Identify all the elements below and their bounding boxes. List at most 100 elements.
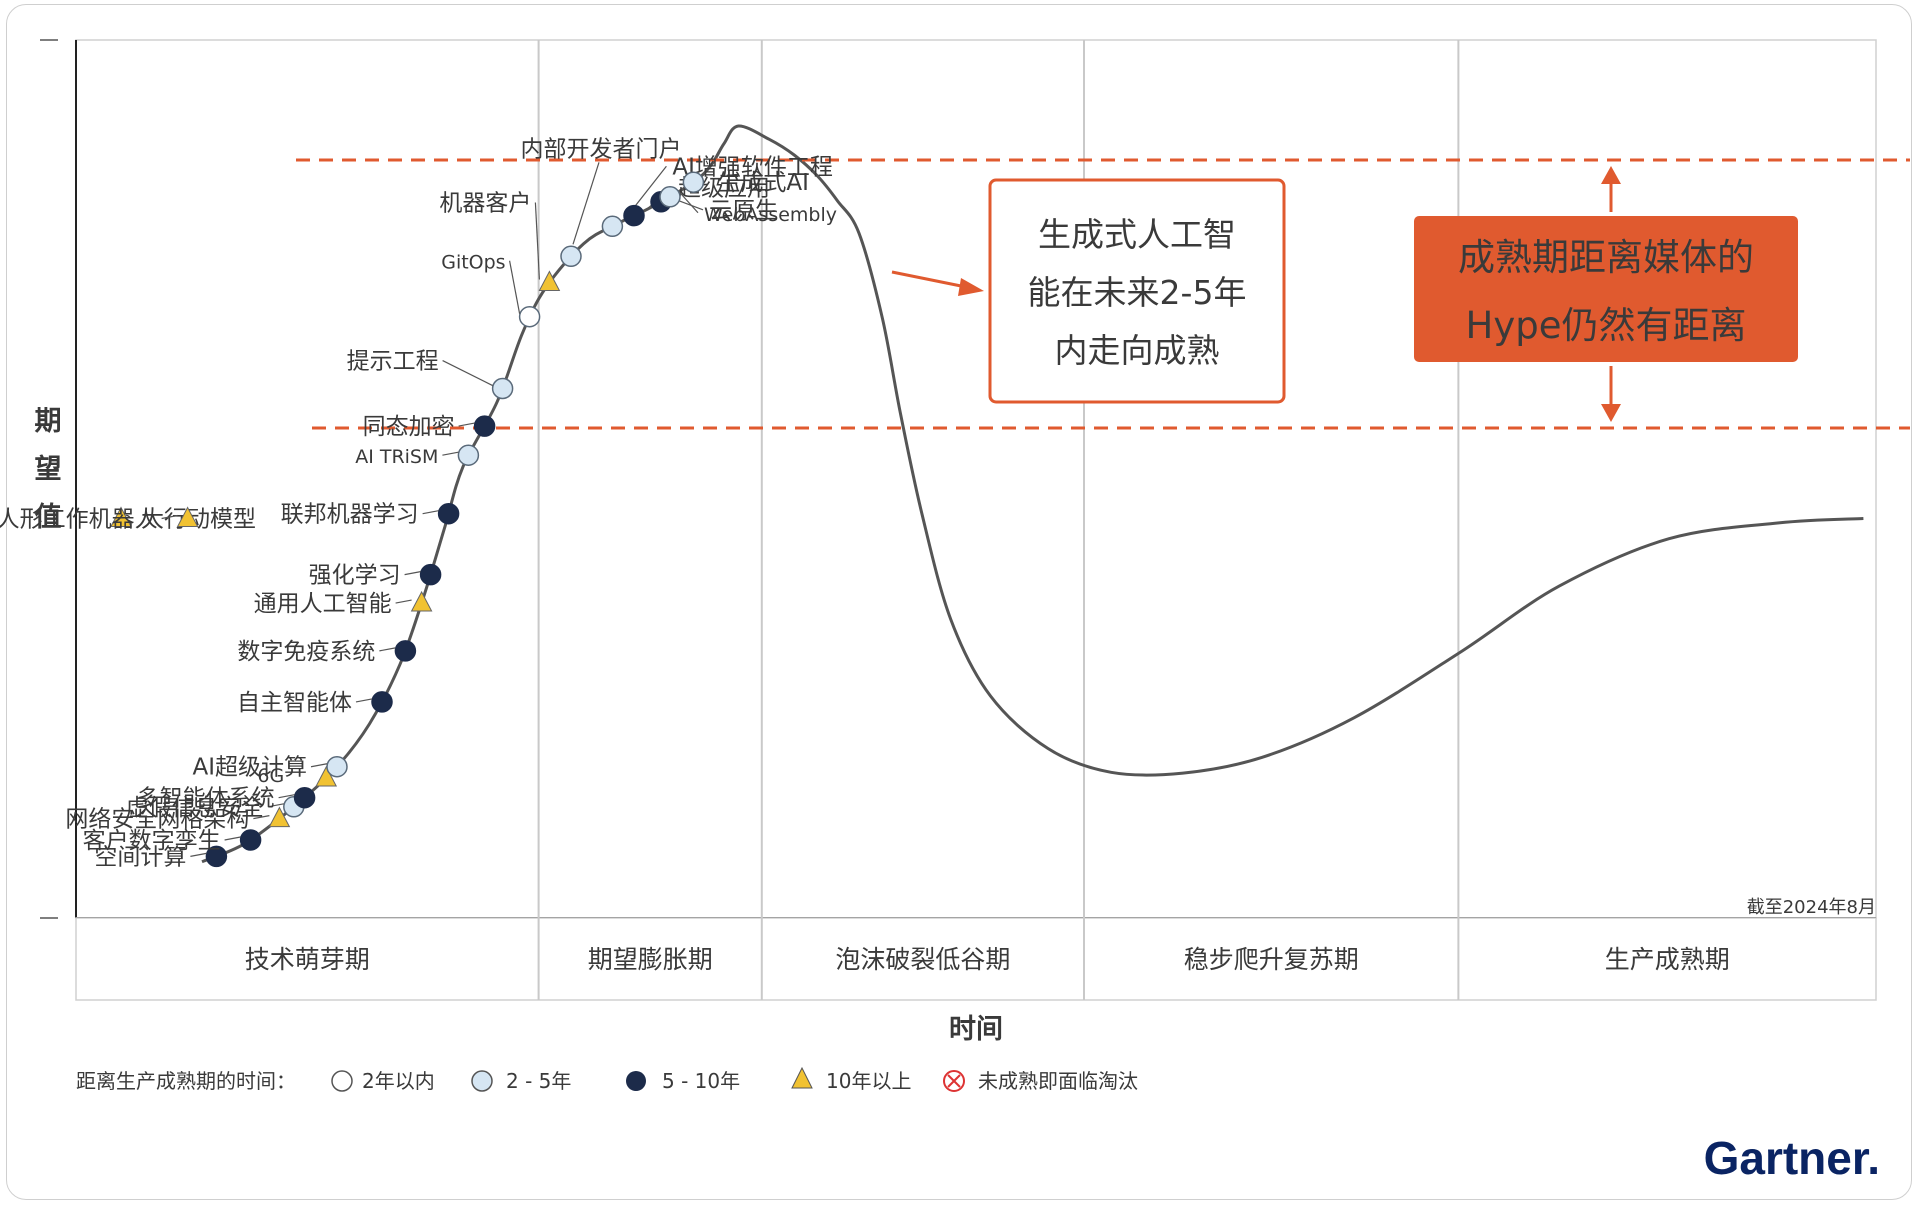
gartner-logo: Gartner. xyxy=(1704,1132,1880,1184)
plot-area xyxy=(75,39,1877,919)
y-axis-label-char-2: 望 xyxy=(35,454,62,485)
tech-label: 通用人工智能 xyxy=(254,591,392,617)
annotation-genai-arrow-shaft xyxy=(891,270,967,289)
tech-leader-line xyxy=(278,794,295,799)
tech-marker xyxy=(315,765,338,787)
legend-label-5-10: 5 - 10年 xyxy=(662,1069,740,1093)
tech-label: 虚假信息安全 xyxy=(126,795,264,821)
tech-label: 大行动模型 xyxy=(141,507,256,533)
tech-leader-line xyxy=(310,763,328,768)
legend-marker-lt2 xyxy=(331,1070,353,1092)
legend-label-gt10: 10年以上 xyxy=(826,1069,911,1093)
tech-label: 人形工作机器人 xyxy=(0,507,158,533)
tech-label: 强化学习 xyxy=(309,563,401,589)
tech-leader-line xyxy=(442,359,493,387)
annotation-genai-box xyxy=(988,178,1286,404)
tech-leader-line xyxy=(379,647,396,652)
tech-leader-line xyxy=(572,162,600,245)
annotation-genai-arrowhead xyxy=(958,278,984,296)
tech-marker xyxy=(601,215,624,238)
annotation-hype-box xyxy=(1414,216,1798,362)
phase-label: 稳步爬升复苏期 xyxy=(1184,945,1359,974)
phase-label: 泡沫破裂低谷期 xyxy=(835,945,1010,974)
tech-marker xyxy=(419,563,442,586)
as-of-label: 截至2024年8月 xyxy=(1747,897,1876,918)
tech-label: 空间计算 xyxy=(94,844,186,870)
y-axis-label-char-1: 期 xyxy=(35,406,62,437)
tech-marker xyxy=(205,845,228,868)
tech-marker xyxy=(371,691,393,713)
annotation-hype-line-1: 成熟期距离媒体的 xyxy=(1458,236,1754,279)
tech-leader-line xyxy=(442,451,459,456)
tech-label: WebAssembly xyxy=(704,204,837,226)
tech-marker xyxy=(682,171,705,193)
tech-marker xyxy=(518,305,541,328)
tech-marker xyxy=(410,590,433,612)
tech-label: 机器客户 xyxy=(439,191,531,217)
phase-band xyxy=(75,917,1877,1001)
tech-marker xyxy=(538,270,561,291)
tech-leader-line xyxy=(404,571,421,576)
legend-marker-obsolete-icon xyxy=(943,1070,965,1092)
y-axis-label-char-3: 值 xyxy=(35,502,62,533)
tech-marker xyxy=(491,377,514,400)
legend-label-lt2: 2年以内 xyxy=(362,1069,435,1093)
tech-label: 数字免疫系统 xyxy=(237,639,375,665)
tech-leader-line xyxy=(161,514,178,520)
phase-label: 生产成熟期 xyxy=(1605,945,1730,974)
tech-label: 网络安全网格架构 xyxy=(65,807,249,833)
legend-marker-5-10 xyxy=(626,1071,646,1091)
legend-marker-gt10 xyxy=(791,1066,813,1089)
tech-marker xyxy=(394,640,417,662)
tech-leader-line xyxy=(509,260,521,314)
tech-label: 生成式AI xyxy=(717,170,809,196)
tech-marker xyxy=(110,506,132,527)
tech-label: 自主智能体 xyxy=(237,690,352,716)
tech-marker xyxy=(457,444,480,466)
tech-label: 内部开发者门户 xyxy=(521,136,682,162)
tech-marker xyxy=(293,786,316,809)
tech-leader-line xyxy=(355,698,373,703)
hype-curve xyxy=(201,124,1864,864)
tech-label: 6G xyxy=(257,765,284,787)
annotation-hype-line-2: Hype仍然有距离 xyxy=(1466,304,1747,347)
tech-marker xyxy=(437,502,460,525)
tech-marker xyxy=(239,829,262,851)
tech-leader-line xyxy=(190,852,207,857)
legend: 距离生产成熟期的时间： 2年以内 2 - 5年 5 - 10年 10年以上 未成… xyxy=(76,1066,1138,1093)
x-axis-label: 时间 xyxy=(949,1014,1003,1045)
tech-leader-line xyxy=(224,836,241,841)
tech-leader-line xyxy=(253,815,270,820)
annotation-genai: 生成式人工智 能在未来2-5年 内走向成熟 xyxy=(891,178,1286,404)
tech-leader-line xyxy=(422,510,439,515)
tech-label: 同态加密 xyxy=(363,414,455,440)
technology-marker-group: 大行动模型人形工作机器人空间计算客户数字孪生网络安全网格架构虚假信息安全多智能体… xyxy=(0,136,837,870)
tech-label: 提示工程 xyxy=(347,349,439,375)
annotation-hype-arrow-up-head xyxy=(1601,166,1621,184)
tech-label: 客户数字孪生 xyxy=(83,828,221,854)
tech-leader-line xyxy=(267,803,284,808)
outer-frame xyxy=(6,4,1912,1200)
tech-label: AI超级计算 xyxy=(192,755,307,781)
legend-label-obsolete: 未成熟即面临淘汰 xyxy=(978,1069,1138,1093)
legend-marker-2-5 xyxy=(471,1070,493,1092)
annotation-genai-line-3: 内走向成熟 xyxy=(1055,331,1220,370)
phase-label: 期望膨胀期 xyxy=(588,945,713,974)
tech-label: 云原生 xyxy=(709,198,778,224)
tech-marker xyxy=(176,506,199,527)
annotation-genai-line-1: 生成式人工智 xyxy=(1038,215,1236,254)
tech-marker xyxy=(560,245,582,268)
legend-title: 距离生产成熟期的时间： xyxy=(76,1069,296,1093)
tech-label: 多智能体系统 xyxy=(137,786,275,812)
tech-label: AI TRiSM xyxy=(355,446,438,468)
tech-label: 联邦机器学习 xyxy=(281,502,419,528)
phase-label: 技术萌芽期 xyxy=(245,945,370,974)
tech-marker xyxy=(326,755,348,778)
annotation-hype-arrow-down-head xyxy=(1601,404,1621,422)
tech-leader-line xyxy=(534,202,540,280)
annotation-genai-line-2: 能在未来2-5年 xyxy=(1028,273,1247,312)
tech-marker xyxy=(659,186,681,208)
phase-label-group: 技术萌芽期 期望膨胀期 泡沫破裂低谷期 稳步爬升复苏期 生产成熟期 xyxy=(245,945,1730,974)
